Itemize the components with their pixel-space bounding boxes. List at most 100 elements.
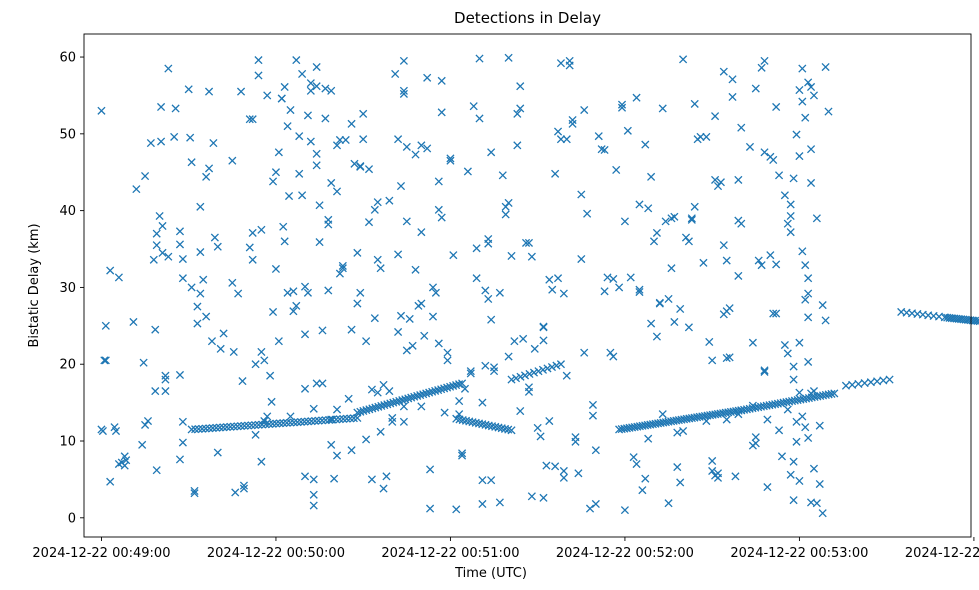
data-point xyxy=(795,152,804,161)
data-point xyxy=(380,401,389,410)
data-point xyxy=(327,415,336,424)
data-point xyxy=(178,274,187,283)
data-point xyxy=(719,67,728,76)
data-point xyxy=(247,421,256,430)
data-point xyxy=(122,456,131,465)
data-point xyxy=(789,174,798,183)
data-point xyxy=(233,422,242,431)
data-point xyxy=(734,271,743,280)
data-point xyxy=(437,108,446,117)
data-point xyxy=(341,135,350,145)
data-point xyxy=(440,384,449,393)
data-point xyxy=(245,115,254,124)
data-point xyxy=(275,419,284,428)
data-point xyxy=(342,414,351,423)
data-point xyxy=(300,472,310,481)
data-point xyxy=(804,433,813,442)
data-point xyxy=(315,238,324,247)
data-point xyxy=(446,382,455,391)
data-point xyxy=(170,132,179,141)
data-point xyxy=(644,434,653,443)
data-point xyxy=(687,215,696,224)
data-point xyxy=(198,424,207,433)
data-point xyxy=(152,466,161,475)
data-point xyxy=(577,190,586,199)
data-point xyxy=(338,261,347,270)
data-point xyxy=(658,104,667,113)
data-point xyxy=(690,202,699,211)
data-point xyxy=(213,242,222,251)
data-point xyxy=(437,76,446,85)
data-point xyxy=(489,367,499,376)
data-point xyxy=(274,337,283,346)
y-axis-label: Bistatic Delay (km) xyxy=(27,223,42,347)
data-point xyxy=(711,112,720,121)
data-point xyxy=(804,78,813,87)
data-point xyxy=(284,191,294,201)
data-point xyxy=(368,404,377,413)
data-point xyxy=(356,288,365,297)
data-point xyxy=(812,499,821,508)
data-point xyxy=(286,105,295,115)
data-point xyxy=(178,438,187,447)
data-point xyxy=(161,371,170,380)
data-point xyxy=(286,418,295,427)
data-point xyxy=(664,499,673,508)
data-point xyxy=(407,393,416,402)
data-point xyxy=(300,282,310,291)
data-point xyxy=(300,417,309,426)
data-point xyxy=(327,86,336,95)
data-point xyxy=(521,238,531,247)
data-point xyxy=(164,252,173,261)
data-point xyxy=(151,325,160,334)
data-point xyxy=(534,367,543,376)
data-point xyxy=(171,104,180,113)
data-point xyxy=(254,420,263,429)
data-point xyxy=(335,269,344,278)
data-point xyxy=(501,202,510,211)
data-point xyxy=(600,145,609,155)
data-point xyxy=(114,273,123,282)
data-point xyxy=(748,401,757,410)
data-point xyxy=(728,75,737,84)
data-point xyxy=(641,140,650,149)
data-point xyxy=(664,294,673,303)
data-point xyxy=(151,387,160,396)
data-point xyxy=(702,416,711,426)
data-point xyxy=(260,416,269,426)
data-point xyxy=(545,416,554,426)
data-point xyxy=(268,177,278,186)
data-point xyxy=(202,172,211,181)
data-point xyxy=(626,273,635,282)
data-point xyxy=(568,115,577,125)
data-point xyxy=(815,421,824,430)
data-point xyxy=(629,453,638,462)
data-point xyxy=(478,398,487,407)
data-point xyxy=(655,298,664,307)
data-point xyxy=(580,105,589,115)
data-point xyxy=(222,422,231,432)
data-point xyxy=(204,164,214,173)
data-point xyxy=(300,384,310,393)
data-point xyxy=(175,227,185,236)
data-point xyxy=(792,437,801,446)
data-point xyxy=(263,412,272,421)
data-point xyxy=(266,371,275,380)
data-point xyxy=(525,369,534,379)
data-point xyxy=(328,415,337,424)
data-point xyxy=(349,414,358,423)
data-point xyxy=(318,416,327,425)
data-point xyxy=(175,370,185,380)
data-point xyxy=(760,56,769,65)
data-point xyxy=(748,338,757,347)
data-point xyxy=(562,135,571,144)
data-point xyxy=(734,410,743,419)
data-point xyxy=(383,400,392,409)
data-point xyxy=(280,82,289,92)
data-point xyxy=(190,486,199,495)
data-point xyxy=(696,132,705,141)
data-point xyxy=(446,154,455,163)
data-point xyxy=(279,419,288,428)
data-point xyxy=(309,501,318,510)
data-point xyxy=(419,390,428,399)
